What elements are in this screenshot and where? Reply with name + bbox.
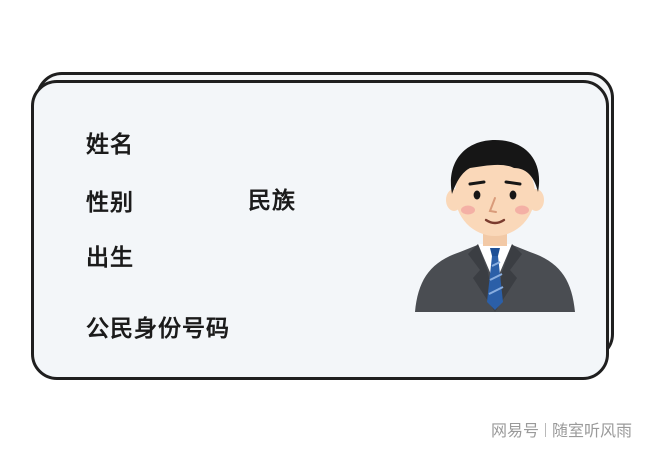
watermark: 网易号 随室听风雨 [491,417,632,441]
gender-label: 性别 [86,190,134,216]
watermark-author: 随室听风雨 [551,421,632,440]
ethnicity-label: 民族 [248,188,296,214]
id-number-label: 公民身份号码 [86,316,230,342]
watermark-divider [544,423,546,437]
birth-label: 出生 [86,245,134,271]
name-label: 姓名 [86,132,134,158]
watermark-source: 网易号 [490,421,539,440]
man-in-suit-avatar-icon [415,140,575,312]
